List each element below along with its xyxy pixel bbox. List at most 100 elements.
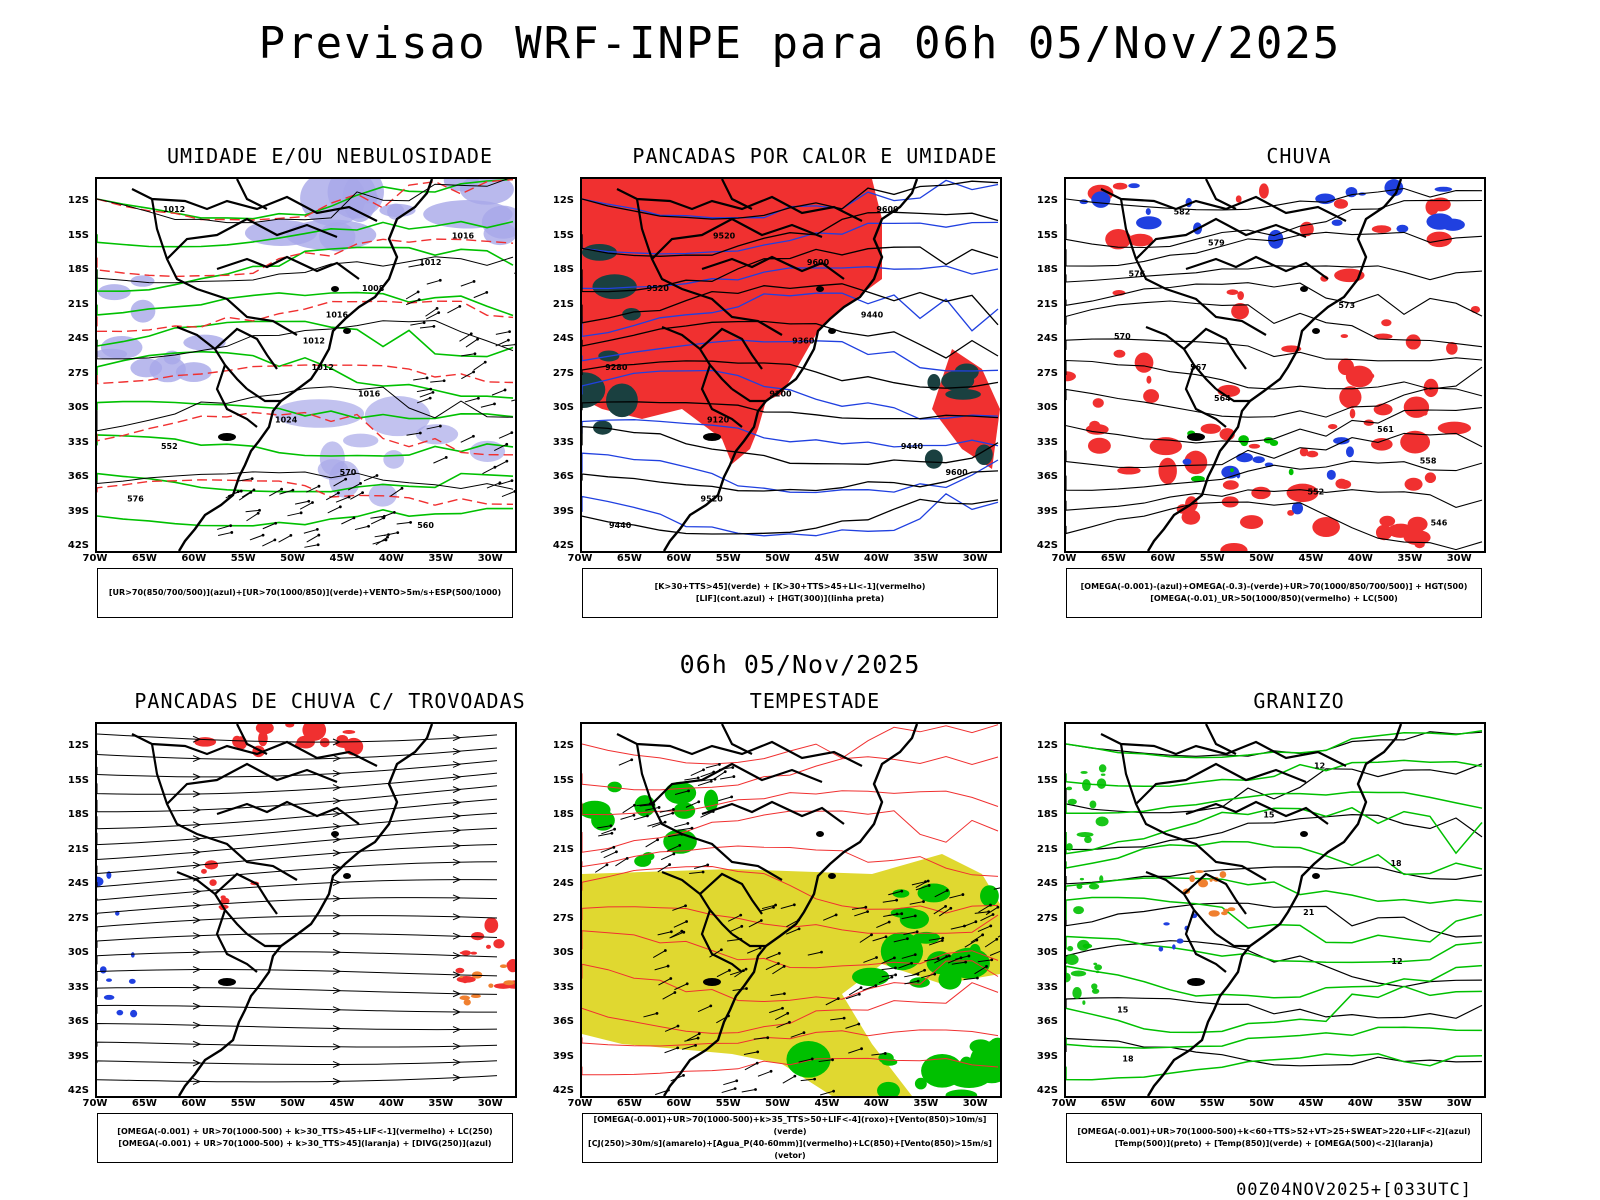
lon-tick-label: 70W bbox=[567, 1098, 593, 1109]
lat-tick-label: 42S bbox=[67, 1085, 89, 1096]
contour-label: 9440 bbox=[861, 310, 884, 319]
lon-tick-label: 55W bbox=[1199, 553, 1225, 564]
lon-tick-label: 50W bbox=[1249, 1098, 1275, 1109]
lagoon bbox=[703, 433, 721, 441]
lake bbox=[331, 831, 339, 837]
lagoon bbox=[1187, 978, 1205, 986]
lat-tick-label: 36S bbox=[1036, 471, 1058, 482]
lat-tick-label: 15S bbox=[552, 774, 574, 786]
contour-label: 1012 bbox=[312, 363, 334, 372]
contour-label: 9440 bbox=[901, 442, 924, 451]
contour-label: 9360 bbox=[792, 337, 815, 346]
lon-tick-label: 35W bbox=[1397, 553, 1423, 564]
lat-tick-label: 24S bbox=[1036, 878, 1058, 889]
contour-label: 9600 bbox=[945, 468, 968, 477]
contour-label: 18 bbox=[1390, 859, 1402, 868]
lagoon bbox=[703, 978, 721, 986]
lat-tick-label: 24S bbox=[67, 333, 89, 344]
contour-label: 1012 bbox=[303, 337, 325, 346]
contour-label: 18 bbox=[1122, 1055, 1134, 1064]
lat-tick-label: 21S bbox=[552, 843, 574, 855]
lat-tick-label: 15S bbox=[67, 229, 89, 241]
lat-tick-label: 24S bbox=[552, 333, 574, 344]
lat-tick-label: 42S bbox=[67, 540, 89, 551]
lat-tick-label: 18S bbox=[552, 264, 574, 275]
lat-tick-label: 30S bbox=[67, 402, 89, 413]
lat-tick-label: 21S bbox=[552, 298, 574, 310]
lat-tick-label: 18S bbox=[552, 809, 574, 820]
coastline bbox=[662, 724, 919, 1096]
lat-tick-label: 18S bbox=[1036, 809, 1058, 820]
contour-label: 576 bbox=[1129, 270, 1146, 279]
contour-label: 570 bbox=[1114, 332, 1131, 341]
panel-title: UMIDADE E/OU NEBULOSIDADE bbox=[166, 144, 494, 168]
lat-tick-label: 33S bbox=[67, 981, 89, 993]
lat-tick-label: 12S bbox=[552, 195, 574, 206]
lat-tick-label: 27S bbox=[1036, 912, 1058, 924]
contour-label: 546 bbox=[1431, 518, 1448, 527]
lon-tick-label: 70W bbox=[82, 553, 108, 564]
lon-tick-label: 40W bbox=[378, 1098, 404, 1109]
coastline bbox=[1146, 179, 1403, 551]
lat-tick-label: 30S bbox=[1036, 402, 1058, 413]
contour-label: 9440 bbox=[609, 521, 632, 530]
lon-tick-label: 35W bbox=[428, 1098, 454, 1109]
lagoon bbox=[218, 433, 236, 441]
lake bbox=[828, 328, 836, 334]
lon-tick-label: 55W bbox=[230, 553, 256, 564]
legend-line: [OMEGA(-0.001) + UR>70(1000-500) + k>30_… bbox=[118, 1139, 492, 1148]
contour-label: 564 bbox=[1214, 394, 1231, 403]
lat-tick-label: 39S bbox=[1036, 505, 1058, 517]
lon-tick-label: 60W bbox=[181, 1098, 207, 1109]
legend-box: [OMEGA(-0.001)-(azul)+OMEGA(-0.3)-(verde… bbox=[1066, 568, 1482, 618]
lat-tick-label: 30S bbox=[552, 947, 574, 958]
lat-tick-label: 36S bbox=[67, 1016, 89, 1027]
lake bbox=[1300, 286, 1308, 292]
lon-tick-label: 60W bbox=[666, 553, 692, 564]
map-plot bbox=[580, 722, 1002, 1098]
contour-label: 558 bbox=[1420, 456, 1437, 465]
legend-line: [LIF](cont.azul) + [HGT(300)](linha pret… bbox=[695, 594, 885, 603]
contour-label: 1016 bbox=[452, 231, 475, 240]
legend-box: [UR>70(850/700/500)](azul)+[UR>70(1000/8… bbox=[97, 568, 513, 618]
contour-label: 561 bbox=[1377, 425, 1394, 434]
lat-tick-label: 12S bbox=[1036, 195, 1058, 206]
contour-label: 9520 bbox=[713, 231, 736, 240]
lon-tick-label: 45W bbox=[814, 1098, 840, 1109]
contour-label: 9520 bbox=[701, 495, 724, 504]
lagoon bbox=[1187, 433, 1205, 441]
page-title: Previsao WRF-INPE para 06h 05/Nov/2025 bbox=[258, 18, 1342, 69]
contour-label: 9600 bbox=[876, 205, 899, 214]
legend-box: [OMEGA(-0.001) + UR>70(1000-500) + k>30_… bbox=[97, 1113, 513, 1163]
lon-tick-label: 55W bbox=[715, 1098, 741, 1109]
legend-line: [OMEGA(-0.001)+UR>70(1000-500)+k>35_TTS>… bbox=[593, 1115, 987, 1136]
lagoon bbox=[218, 978, 236, 986]
lon-tick-label: 60W bbox=[1150, 553, 1176, 564]
lake bbox=[331, 286, 339, 292]
contour-label: 9280 bbox=[605, 363, 628, 372]
contour-label: 579 bbox=[1208, 239, 1225, 248]
lon-tick-label: 55W bbox=[715, 553, 741, 564]
contour-label: 552 bbox=[1308, 487, 1325, 496]
panel-title: TEMPESTADE bbox=[749, 689, 881, 713]
lon-tick-label: 70W bbox=[1051, 1098, 1077, 1109]
map-plot: 9600 9520 9600 9520 9440 9360 9280 9200 9120 9440… bbox=[580, 177, 1002, 553]
legend-line: [K>30+TTS>45](verde) + [K>30+TTS>45+LI<-… bbox=[654, 582, 926, 591]
lat-tick-label: 12S bbox=[1036, 740, 1058, 751]
lon-tick-label: 40W bbox=[378, 553, 404, 564]
lat-tick-label: 42S bbox=[1036, 1085, 1058, 1096]
contour-label: 576 bbox=[127, 495, 144, 504]
map-plot: 12 15 18 21 12 15 18 bbox=[1064, 722, 1486, 1098]
lat-tick-label: 30S bbox=[552, 402, 574, 413]
lake bbox=[816, 831, 824, 837]
lat-tick-label: 33S bbox=[552, 981, 574, 993]
contour-label: 1008 bbox=[362, 284, 385, 293]
contour-label: 560 bbox=[417, 521, 434, 530]
lat-tick-label: 24S bbox=[1036, 333, 1058, 344]
lat-tick-label: 24S bbox=[552, 878, 574, 889]
contour-label: 1024 bbox=[275, 416, 298, 425]
lake bbox=[343, 873, 351, 879]
lon-tick-label: 40W bbox=[1347, 553, 1373, 564]
lat-tick-label: 15S bbox=[67, 774, 89, 786]
lat-tick-label: 12S bbox=[67, 740, 89, 751]
